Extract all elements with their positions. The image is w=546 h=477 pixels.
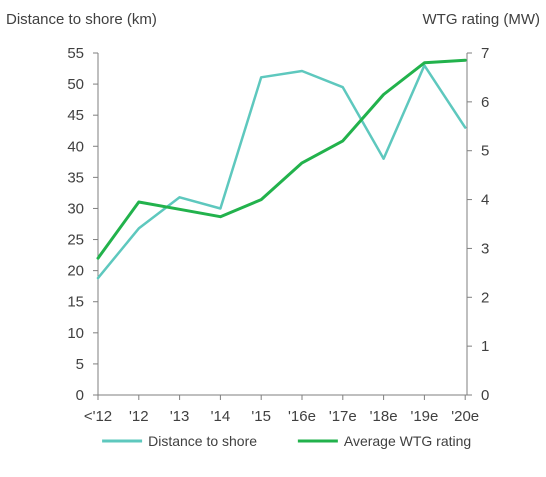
legend-label-average-wtg-rating: Average WTG rating <box>344 433 471 449</box>
right-tick-label: 0 <box>481 387 489 404</box>
left-tick-label: 25 <box>67 232 84 249</box>
left-tick-label: 5 <box>76 356 84 373</box>
x-tick-label: '18e <box>370 408 398 425</box>
left-tick-label: 10 <box>67 325 84 342</box>
legend: Distance to shore Average WTG rating <box>102 433 471 449</box>
left-tick-label: 40 <box>67 138 84 155</box>
right-tick-label: 4 <box>481 192 489 209</box>
right-tick-label: 3 <box>481 240 489 257</box>
x-tick-label: '16e <box>288 408 316 425</box>
legend-label-distance-to-shore: Distance to shore <box>148 433 257 449</box>
distance-to-shore-line <box>98 65 465 278</box>
right-tick-label: 2 <box>481 289 489 306</box>
x-tick-label: '17e <box>329 408 357 425</box>
left-tick-label: 0 <box>76 387 84 404</box>
average-wtg-rating-line <box>98 60 465 258</box>
right-tick-label: 5 <box>481 143 489 160</box>
left-tick-label: 15 <box>67 294 84 311</box>
x-tick-label: '19e <box>410 408 438 425</box>
left-tick-label: 55 <box>67 45 84 62</box>
x-tick-label: '20e <box>451 408 479 425</box>
left-tick-label: 50 <box>67 76 84 93</box>
x-tick-label: <'12 <box>84 408 112 425</box>
left-tick-label: 30 <box>67 200 84 217</box>
right-tick-label: 7 <box>481 45 489 62</box>
axes-group: 051015202530354045505501234567<'12'12'13… <box>67 45 489 425</box>
right-tick-label: 6 <box>481 94 489 111</box>
left-axis-title: Distance to shore (km) <box>6 11 157 28</box>
x-tick-label: '14 <box>211 408 231 425</box>
left-tick-label: 35 <box>67 169 84 186</box>
x-tick-label: '13 <box>170 408 190 425</box>
right-tick-label: 1 <box>481 338 489 355</box>
x-tick-label: '15 <box>251 408 271 425</box>
left-tick-label: 45 <box>67 107 84 124</box>
series-group <box>98 60 465 278</box>
right-axis-title: WTG rating (MW) <box>423 11 541 28</box>
x-tick-label: '12 <box>129 408 149 425</box>
left-tick-label: 20 <box>67 263 84 280</box>
